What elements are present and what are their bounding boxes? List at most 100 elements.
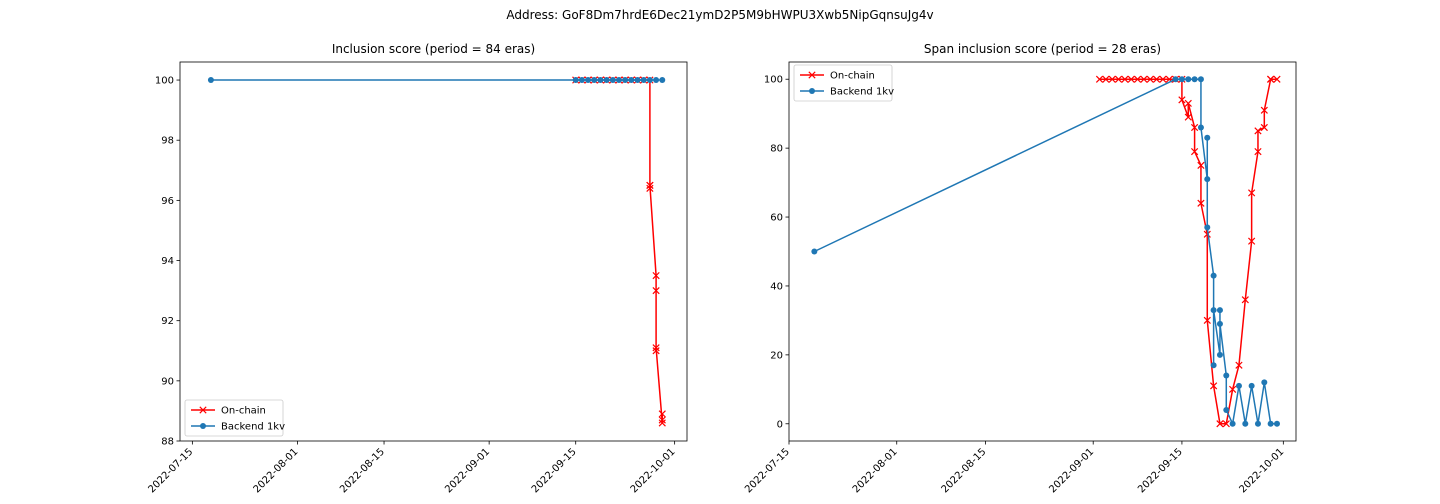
x-tick-label: 2022-08-15	[940, 446, 989, 495]
data-point-backend-1kv	[1216, 351, 1223, 358]
data-point-backend-1kv	[1204, 176, 1211, 183]
data-point-backend-1kv	[578, 77, 585, 84]
x-tick-label: 2022-09-15	[1136, 446, 1185, 495]
data-point-on-chain	[1178, 96, 1186, 104]
data-point-on-chain	[1203, 316, 1211, 325]
data-point-on-chain	[1248, 189, 1256, 197]
data-point-on-chain	[1095, 75, 1104, 83]
data-point-on-chain	[1159, 75, 1167, 83]
data-point-on-chain	[1197, 161, 1205, 169]
data-point-on-chain	[1267, 75, 1275, 83]
data-point-on-chain	[646, 184, 654, 192]
data-point-on-chain	[1152, 75, 1161, 83]
legend-label-backend-1kv: Backend 1kv	[830, 87, 894, 98]
y-tick-label: 100	[764, 75, 783, 86]
data-point-on-chain	[1248, 237, 1256, 245]
y-tick-label: 92	[161, 316, 174, 327]
data-point-backend-1kv	[1210, 362, 1217, 369]
data-point-backend-1kv	[609, 77, 616, 84]
data-point-on-chain	[1254, 127, 1262, 135]
data-point-backend-1kv	[1223, 406, 1230, 413]
data-point-backend-1kv	[1204, 224, 1211, 231]
data-point-on-chain	[1203, 230, 1211, 238]
legend-box	[793, 64, 893, 102]
inclusion-score-axes: Inclusion score (period = 84 eras) 88 90 92…	[146, 42, 688, 495]
data-point-backend-1kv	[572, 77, 579, 84]
data-point-on-chain	[1222, 420, 1230, 428]
data-point-backend-1kv	[1216, 307, 1223, 314]
data-point-on-chain	[1140, 75, 1148, 83]
data-point-on-chain	[1273, 75, 1281, 83]
data-point-on-chain	[652, 271, 660, 280]
data-point-on-chain	[1216, 420, 1224, 428]
data-point-on-chain	[652, 286, 660, 295]
data-point-on-chain	[1133, 75, 1142, 83]
data-point-backend-1kv	[1229, 420, 1236, 427]
data-point-on-chain	[658, 416, 666, 424]
data-point-backend-1kv	[811, 248, 818, 255]
data-point-on-chain	[1209, 382, 1218, 390]
x-tick-label: 2022-09-01	[443, 446, 492, 495]
data-point-on-chain	[1235, 361, 1243, 369]
data-point-backend-1kv	[1242, 420, 1249, 427]
data-point-backend-1kv	[1216, 320, 1223, 327]
legend-label-on-chain: On-chain	[830, 71, 875, 82]
y-tick-label: 96	[161, 196, 174, 207]
y-tick-label: 90	[161, 376, 174, 387]
data-point-on-chain	[1108, 75, 1116, 83]
data-point-on-chain	[1190, 123, 1199, 132]
y-tick-label: 98	[161, 136, 174, 147]
plot-frame	[179, 61, 688, 442]
data-point-backend-1kv	[1197, 124, 1204, 131]
legend-label-backend-1kv: Backend 1kv	[221, 422, 285, 433]
data-point-backend-1kv	[622, 77, 629, 84]
data-point-backend-1kv	[1210, 272, 1217, 279]
data-point-backend-1kv	[1210, 307, 1217, 314]
data-point-on-chain	[1121, 75, 1129, 83]
series-line-on-chain	[1099, 78, 1277, 425]
data-point-backend-1kv	[634, 77, 641, 84]
y-tick-label: 0	[777, 419, 783, 430]
data-point-backend-1kv	[640, 77, 647, 84]
legend-marker-backend-1kv	[200, 423, 206, 429]
data-point-on-chain	[1102, 75, 1110, 83]
data-point-backend-1kv	[1223, 372, 1230, 379]
data-point-backend-1kv	[646, 77, 653, 84]
data-point-backend-1kv	[603, 77, 610, 84]
y-tick-label: 80	[770, 144, 783, 155]
x-tick-label: 2022-09-15	[530, 446, 579, 495]
x-tick-label: 2022-07-15	[743, 446, 792, 495]
axes-title: Inclusion score (period = 84 eras)	[332, 42, 535, 56]
y-tick-label: 88	[161, 437, 174, 448]
y-tick-label: 100	[155, 76, 174, 87]
data-point-backend-1kv	[1248, 382, 1255, 389]
data-point-on-chain	[1254, 147, 1262, 156]
data-point-backend-1kv	[1261, 379, 1268, 386]
data-point-backend-1kv	[653, 77, 660, 84]
x-tick-label: 2022-10-01	[629, 446, 678, 495]
data-point-backend-1kv	[1267, 420, 1274, 427]
data-point-backend-1kv	[1204, 134, 1211, 141]
data-point-on-chain	[1260, 123, 1268, 132]
legend: On-chain Backend 1kv	[184, 399, 285, 437]
data-point-backend-1kv	[615, 77, 622, 84]
data-point-on-chain	[658, 410, 666, 418]
data-point-backend-1kv	[1254, 420, 1261, 427]
data-point-on-chain	[1241, 296, 1249, 304]
data-point-on-chain	[1190, 147, 1199, 156]
data-point-backend-1kv	[597, 77, 604, 84]
data-point-on-chain	[1114, 75, 1123, 83]
legend-marker-backend-1kv	[809, 88, 815, 94]
y-tick-label: 20	[770, 350, 783, 361]
data-point-on-chain	[1184, 99, 1192, 107]
y-tick-label: 40	[770, 281, 783, 292]
x-tick-label: 2022-08-01	[851, 446, 900, 495]
legend-box	[184, 399, 284, 437]
axes-title: Span inclusion score (period = 28 eras)	[924, 42, 1161, 56]
data-point-backend-1kv	[1185, 76, 1192, 83]
data-point-on-chain	[1184, 113, 1192, 121]
data-point-on-chain	[652, 344, 660, 352]
data-point-on-chain	[1127, 75, 1135, 83]
legend-label-on-chain: On-chain	[221, 406, 266, 417]
